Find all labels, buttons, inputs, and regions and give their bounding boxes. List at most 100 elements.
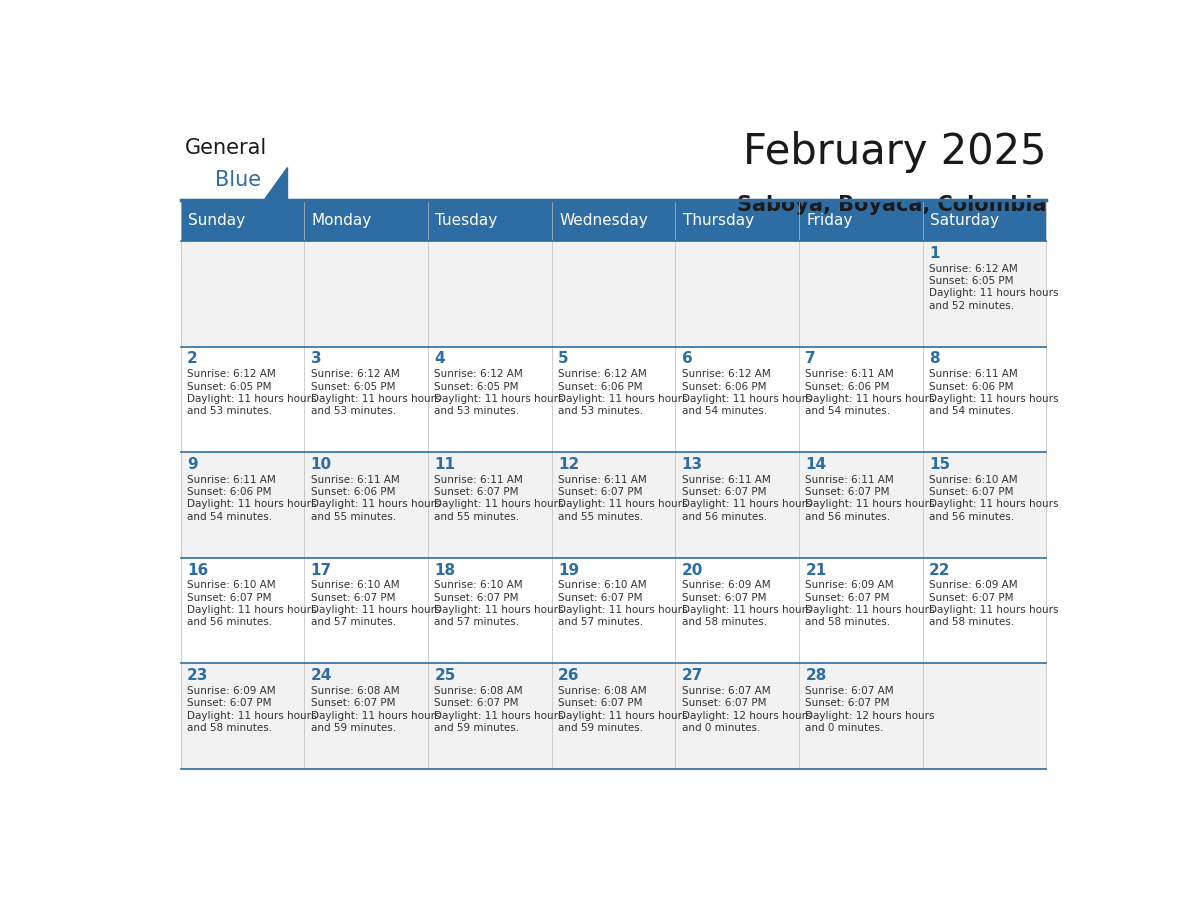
Text: Daylight: 11 hours hours: Daylight: 11 hours hours: [188, 499, 317, 509]
Bar: [428, 241, 551, 346]
Text: General: General: [185, 139, 267, 159]
Text: Sunrise: 6:10 AM: Sunrise: 6:10 AM: [188, 580, 276, 590]
Text: 13: 13: [682, 457, 703, 472]
Bar: [923, 200, 1047, 241]
Text: Sunrise: 6:12 AM: Sunrise: 6:12 AM: [311, 369, 399, 379]
Text: Sunrise: 6:10 AM: Sunrise: 6:10 AM: [558, 580, 646, 590]
Text: 24: 24: [311, 668, 333, 683]
Text: Daylight: 11 hours hours: Daylight: 11 hours hours: [311, 711, 441, 721]
Text: Daylight: 11 hours hours: Daylight: 11 hours hours: [682, 605, 811, 615]
Text: Sunday: Sunday: [188, 213, 245, 228]
Bar: [181, 558, 304, 664]
Bar: [923, 558, 1047, 664]
Text: and 54 minutes.: and 54 minutes.: [929, 407, 1015, 416]
Text: Sunrise: 6:10 AM: Sunrise: 6:10 AM: [929, 475, 1018, 485]
Bar: [304, 558, 428, 664]
Text: Friday: Friday: [807, 213, 853, 228]
Text: Saturday: Saturday: [930, 213, 999, 228]
Text: and 58 minutes.: and 58 minutes.: [929, 618, 1015, 628]
Text: Sunrise: 6:12 AM: Sunrise: 6:12 AM: [435, 369, 523, 379]
Text: and 57 minutes.: and 57 minutes.: [558, 618, 643, 628]
Text: Sunset: 6:05 PM: Sunset: 6:05 PM: [311, 382, 396, 391]
Text: Sunset: 6:07 PM: Sunset: 6:07 PM: [929, 487, 1013, 498]
Text: and 59 minutes.: and 59 minutes.: [435, 723, 519, 733]
Text: Sunrise: 6:09 AM: Sunrise: 6:09 AM: [188, 686, 276, 696]
Text: 28: 28: [805, 668, 827, 683]
Text: Sunset: 6:07 PM: Sunset: 6:07 PM: [188, 699, 272, 709]
Bar: [675, 346, 798, 453]
Bar: [181, 346, 304, 453]
Text: Sunrise: 6:11 AM: Sunrise: 6:11 AM: [682, 475, 771, 485]
Text: Daylight: 11 hours hours: Daylight: 11 hours hours: [188, 711, 317, 721]
Text: and 54 minutes.: and 54 minutes.: [805, 407, 891, 416]
Text: Daylight: 11 hours hours: Daylight: 11 hours hours: [558, 394, 688, 404]
Text: Daylight: 11 hours hours: Daylight: 11 hours hours: [435, 605, 564, 615]
Bar: [551, 241, 675, 346]
Text: Sunrise: 6:12 AM: Sunrise: 6:12 AM: [188, 369, 276, 379]
Bar: [181, 664, 304, 769]
Bar: [304, 453, 428, 558]
Bar: [798, 558, 923, 664]
Text: 21: 21: [805, 563, 827, 577]
Text: Sunrise: 6:08 AM: Sunrise: 6:08 AM: [558, 686, 646, 696]
Text: 10: 10: [311, 457, 331, 472]
Text: Sunrise: 6:11 AM: Sunrise: 6:11 AM: [929, 369, 1018, 379]
Text: Wednesday: Wednesday: [560, 213, 647, 228]
Text: and 52 minutes.: and 52 minutes.: [929, 301, 1015, 310]
Text: 11: 11: [435, 457, 455, 472]
Bar: [798, 241, 923, 346]
Bar: [798, 664, 923, 769]
Text: Sunset: 6:07 PM: Sunset: 6:07 PM: [682, 699, 766, 709]
Bar: [675, 664, 798, 769]
Text: and 54 minutes.: and 54 minutes.: [188, 512, 272, 521]
Text: and 55 minutes.: and 55 minutes.: [435, 512, 519, 521]
Text: 22: 22: [929, 563, 950, 577]
Text: Sunset: 6:07 PM: Sunset: 6:07 PM: [435, 699, 519, 709]
Bar: [304, 241, 428, 346]
Text: and 55 minutes.: and 55 minutes.: [558, 512, 643, 521]
Text: Daylight: 11 hours hours: Daylight: 11 hours hours: [805, 394, 935, 404]
Text: Sunset: 6:07 PM: Sunset: 6:07 PM: [188, 593, 272, 603]
Text: 4: 4: [435, 352, 446, 366]
Text: Sunrise: 6:12 AM: Sunrise: 6:12 AM: [682, 369, 771, 379]
Text: Sunrise: 6:07 AM: Sunrise: 6:07 AM: [805, 686, 895, 696]
Text: Sunrise: 6:11 AM: Sunrise: 6:11 AM: [805, 475, 895, 485]
Text: Sunset: 6:07 PM: Sunset: 6:07 PM: [682, 593, 766, 603]
Text: 15: 15: [929, 457, 950, 472]
Text: Daylight: 11 hours hours: Daylight: 11 hours hours: [435, 499, 564, 509]
Text: and 55 minutes.: and 55 minutes.: [311, 512, 396, 521]
Bar: [551, 200, 675, 241]
Text: 1: 1: [929, 246, 940, 261]
Bar: [923, 241, 1047, 346]
Bar: [675, 241, 798, 346]
Bar: [923, 453, 1047, 558]
Text: Sunset: 6:06 PM: Sunset: 6:06 PM: [311, 487, 396, 498]
Text: Blue: Blue: [215, 170, 261, 190]
Text: and 58 minutes.: and 58 minutes.: [682, 618, 766, 628]
Text: Sunset: 6:07 PM: Sunset: 6:07 PM: [805, 487, 890, 498]
Text: Sunset: 6:06 PM: Sunset: 6:06 PM: [188, 487, 272, 498]
Text: Daylight: 11 hours hours: Daylight: 11 hours hours: [188, 394, 317, 404]
Bar: [675, 558, 798, 664]
Text: Daylight: 11 hours hours: Daylight: 11 hours hours: [311, 605, 441, 615]
Text: Sunset: 6:05 PM: Sunset: 6:05 PM: [435, 382, 519, 391]
Text: 25: 25: [435, 668, 456, 683]
Text: 6: 6: [682, 352, 693, 366]
Text: and 58 minutes.: and 58 minutes.: [188, 723, 272, 733]
Text: Sunrise: 6:07 AM: Sunrise: 6:07 AM: [682, 686, 770, 696]
Text: Daylight: 11 hours hours: Daylight: 11 hours hours: [558, 499, 688, 509]
Text: Daylight: 11 hours hours: Daylight: 11 hours hours: [311, 499, 441, 509]
Text: Sunset: 6:07 PM: Sunset: 6:07 PM: [311, 593, 396, 603]
Text: 9: 9: [188, 457, 197, 472]
Bar: [181, 453, 304, 558]
Text: Sunset: 6:07 PM: Sunset: 6:07 PM: [805, 699, 890, 709]
Text: 19: 19: [558, 563, 580, 577]
Text: and 56 minutes.: and 56 minutes.: [188, 618, 272, 628]
Text: Daylight: 11 hours hours: Daylight: 11 hours hours: [188, 605, 317, 615]
Text: Sunrise: 6:11 AM: Sunrise: 6:11 AM: [805, 369, 895, 379]
Text: and 56 minutes.: and 56 minutes.: [805, 512, 891, 521]
Text: and 59 minutes.: and 59 minutes.: [311, 723, 396, 733]
Bar: [428, 346, 551, 453]
Bar: [181, 241, 304, 346]
Text: Sunrise: 6:11 AM: Sunrise: 6:11 AM: [311, 475, 399, 485]
